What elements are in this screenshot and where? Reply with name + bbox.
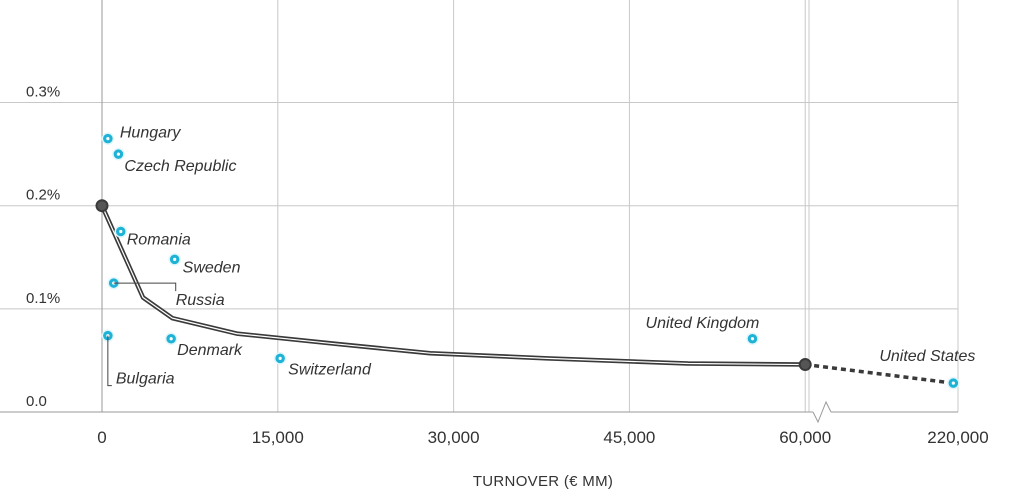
point-center-denmark <box>169 337 173 341</box>
trend-endpoint <box>95 199 109 213</box>
point-labels-layer: Hungary Czech Republic Romania Sweden Russia… <box>107 125 975 388</box>
point-label-russia: Russia <box>176 292 225 309</box>
y-tick-labels: 0.00.1%0.2%0.3%0.4% <box>26 84 60 410</box>
points-layer <box>101 132 960 390</box>
point-center-hungary <box>106 137 110 141</box>
y-tick-label: 0.2% <box>26 187 60 204</box>
axis-break-mark <box>812 400 832 424</box>
point-center-romania <box>119 229 123 234</box>
grid <box>0 0 959 412</box>
y-tick-label: 0.0 <box>26 393 47 410</box>
x-axis-label: TURNOVER (€ MM) <box>473 473 613 490</box>
trend-line-layer <box>95 199 954 385</box>
x-tick-labels: 0 15,000 30,000 45,000 60,000 220,000 <box>97 428 988 447</box>
point-center-sweden <box>173 257 177 261</box>
leader-line-bulgaria <box>107 335 112 387</box>
axes <box>0 0 958 424</box>
x-tick-label: 15,000 <box>252 428 304 447</box>
y-tick-label: 0.3% <box>26 84 60 101</box>
point-label-sweden: Sweden <box>183 259 241 276</box>
point-label-czech-republic: Czech Republic <box>124 158 236 175</box>
point-label-denmark: Denmark <box>177 342 243 359</box>
point-label-romania: Romania <box>127 231 191 248</box>
x-tick-label: 60,000 <box>779 428 831 447</box>
point-center-switzerland <box>278 356 282 360</box>
leader-line-russia <box>113 282 177 292</box>
point-label-hungary: Hungary <box>120 125 181 142</box>
point-center-united-kingdom <box>750 337 755 341</box>
x-tick-label: 30,000 <box>428 428 480 447</box>
point-center-czech-republic <box>116 152 121 156</box>
point-label-united-kingdom: United Kingdom <box>646 315 760 332</box>
x-tick-label: 0 <box>97 428 106 447</box>
x-tick-label: 220,000 <box>927 428 988 447</box>
point-label-switzerland: Switzerland <box>288 361 372 378</box>
trend-line-core <box>101 205 806 366</box>
trend-endpoint <box>798 358 812 372</box>
point-label-united-states: United States <box>879 348 975 365</box>
trend-extension-dashed <box>804 362 954 385</box>
point-center-united-states <box>951 381 955 385</box>
point-label-bulgaria: Bulgaria <box>116 371 175 388</box>
x-tick-label: 45,000 <box>603 428 655 447</box>
y-tick-label: 0.1% <box>26 290 60 307</box>
